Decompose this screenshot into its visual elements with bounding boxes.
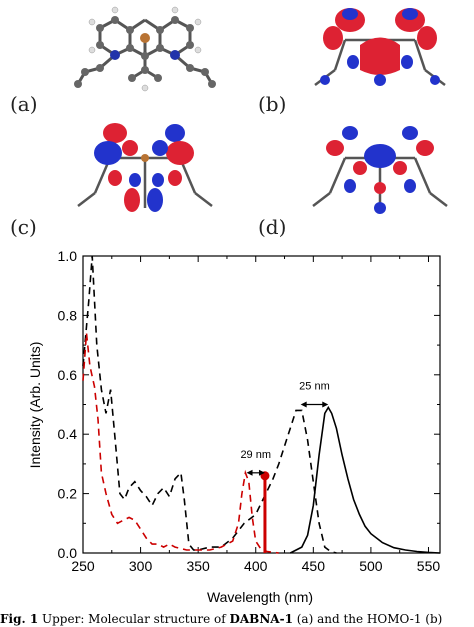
y-tick-label: 0.8 xyxy=(58,307,78,323)
panel-label-a: (a) xyxy=(10,92,38,116)
shift-arrowhead-left xyxy=(246,469,253,476)
figure-caption: Fig. 1 Upper: Molecular structure of DAB… xyxy=(0,612,474,626)
y-tick-label: 0.0 xyxy=(58,545,78,561)
series-line-dashed-black xyxy=(82,255,337,554)
y-tick-label: 0.2 xyxy=(58,486,78,502)
x-tick-label: 400 xyxy=(244,558,268,574)
plot-frame xyxy=(82,255,441,554)
x-tick-label: 300 xyxy=(129,558,153,574)
y-tick-label: 1.0 xyxy=(58,248,78,264)
x-tick-label: 550 xyxy=(417,558,441,574)
shift-annotation-label: 29 nm xyxy=(240,449,271,461)
caption-text-b: (a) and the HOMO-1 (b) xyxy=(292,612,443,626)
y-tick-label: 0.6 xyxy=(58,367,78,383)
y-axis-label: Intensity (Arb. Units) xyxy=(27,342,43,469)
x-tick-label: 250 xyxy=(71,558,95,574)
shift-annotation-label: 25 nm xyxy=(299,381,330,393)
caption-text-a: Upper: Molecular structure of xyxy=(38,612,230,626)
absorption-emission-chart: 250 300 350 400 450 500 5500.00.20.40.60.81.0 … xyxy=(27,248,441,605)
x-tick-label: 500 xyxy=(359,558,383,574)
molecule-structure-a xyxy=(74,6,216,92)
orbital-c xyxy=(77,123,213,212)
series-line-dashed-red xyxy=(82,333,279,554)
orbital-homo1-b xyxy=(314,8,446,86)
shift-arrowhead-right xyxy=(322,401,329,408)
caption-fig-label: Fig. 1 xyxy=(0,612,39,626)
shift-arrowhead-right xyxy=(258,469,265,476)
panel-label-c: (c) xyxy=(10,215,37,239)
x-axis-label: Wavelength (nm) xyxy=(207,589,313,605)
orbital-d xyxy=(312,126,448,214)
panel-label-b: (b) xyxy=(258,92,287,116)
x-tick-label: 350 xyxy=(186,558,210,574)
shift-arrowhead-left xyxy=(300,401,307,408)
panel-label-d: (d) xyxy=(258,215,287,239)
series-line-solid-black xyxy=(289,405,441,554)
caption-compound: DABNA-1 xyxy=(229,612,293,626)
y-tick-label: 0.4 xyxy=(58,426,78,442)
x-tick-label: 450 xyxy=(302,558,326,574)
